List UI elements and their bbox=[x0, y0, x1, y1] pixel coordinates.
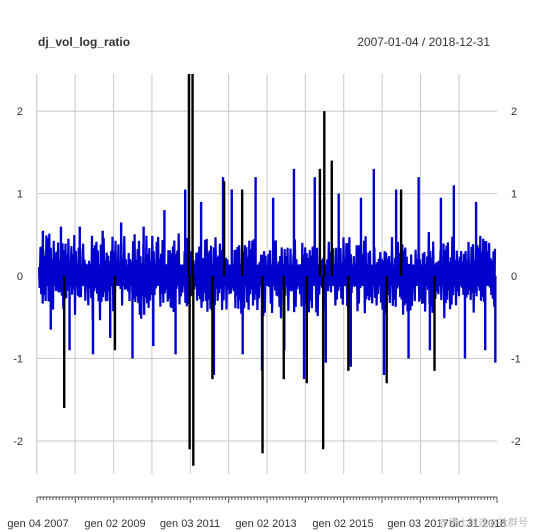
chart-title: dj_vol_log_ratio bbox=[38, 35, 130, 49]
y-tick-label-right: 2 bbox=[511, 106, 517, 118]
y-tick-label-right: 1 bbox=[511, 189, 517, 201]
series-band-blue bbox=[39, 264, 495, 286]
y-tick-label-right: -2 bbox=[511, 436, 521, 448]
y-tick-label-right: 0 bbox=[511, 271, 517, 283]
plot-area bbox=[37, 74, 497, 466]
x-tick-label: gen 03 2017 bbox=[387, 518, 448, 530]
x-tick-label: gen 02 2015 bbox=[312, 518, 373, 530]
y-tick-label-left: 1 bbox=[17, 189, 23, 201]
y-axis-right: 2 1 0 -1 -2 bbox=[511, 106, 521, 448]
x-tick-label: gen 02 2009 bbox=[84, 518, 145, 530]
y-tick-label-left: 0 bbox=[17, 271, 23, 283]
x-tick-label: gen 04 2007 bbox=[7, 518, 68, 530]
x-axis: gen 04 2007 gen 02 2009 gen 03 2011 gen 02 … bbox=[7, 496, 507, 530]
x-tick-label: gen 02 2013 bbox=[235, 518, 296, 530]
x-tick-label: gen 03 2011 bbox=[160, 518, 220, 530]
date-range: 2007-01-04 / 2018-12-31 bbox=[357, 35, 490, 49]
y-tick-label-left: -1 bbox=[13, 354, 23, 366]
watermark: @博士前途@社群号 bbox=[438, 516, 528, 529]
x-tick-label: dic 31 2018 bbox=[450, 518, 507, 530]
y-axis-left: 2 1 0 -1 -2 bbox=[13, 106, 23, 448]
y-tick-label-left: 2 bbox=[17, 106, 23, 118]
y-tick-label-right: -1 bbox=[511, 354, 521, 366]
y-tick-label-left: -2 bbox=[13, 436, 23, 448]
